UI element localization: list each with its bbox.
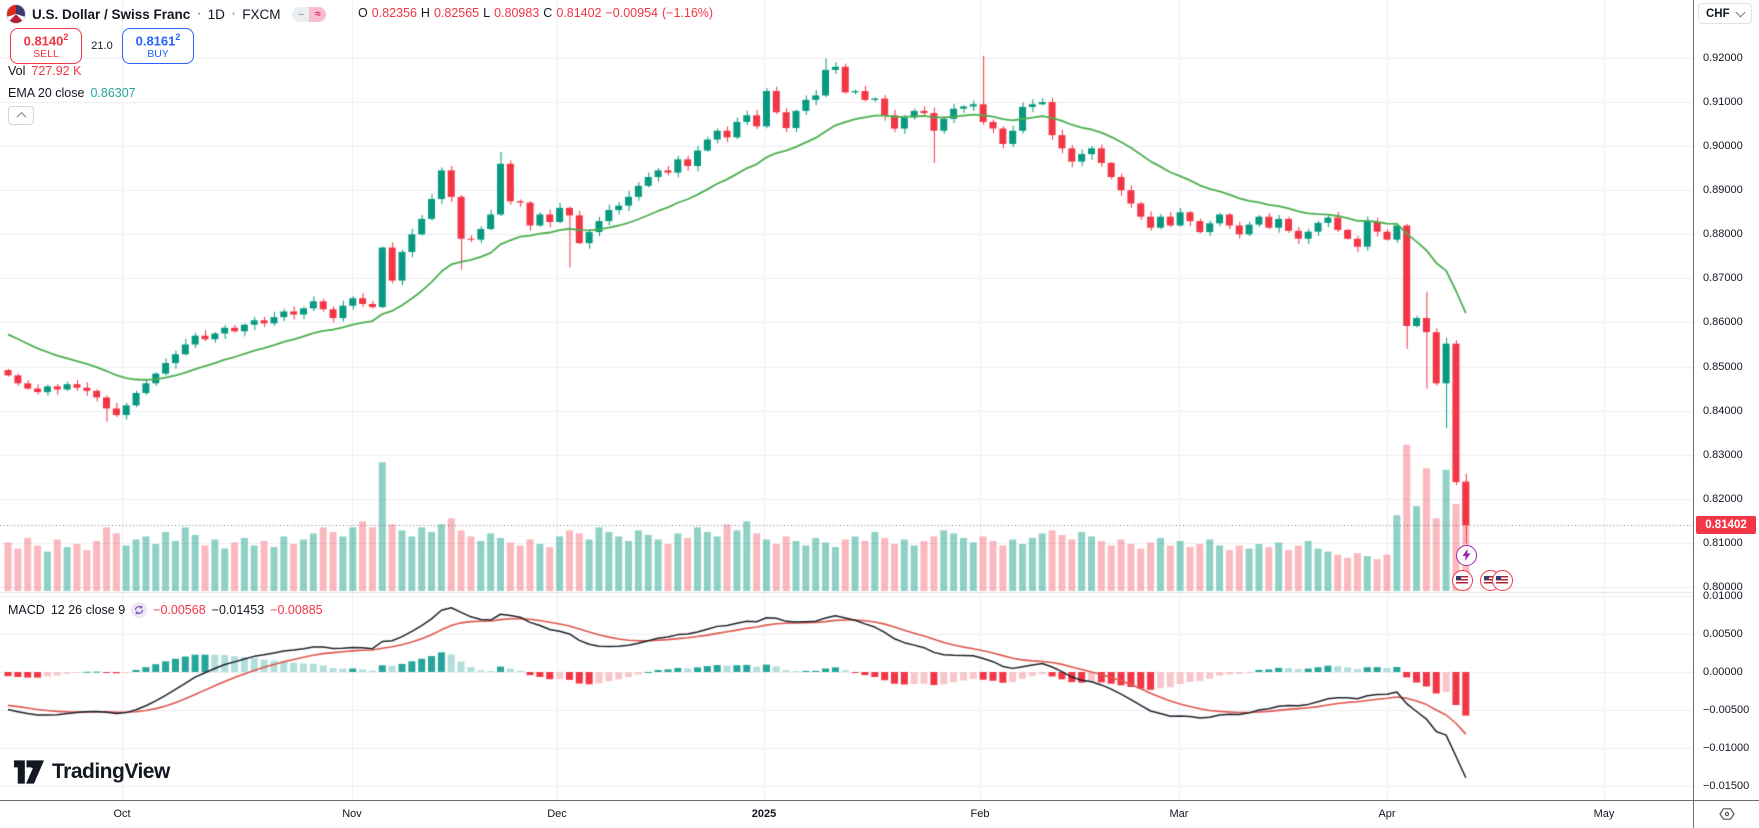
us-flag-event-icon[interactable] bbox=[1451, 569, 1473, 591]
macd-hist-value: −0.00568 bbox=[153, 603, 206, 617]
price-axis-label: 0.84000 bbox=[1703, 404, 1743, 417]
macd-axis-label: 0.00000 bbox=[1703, 666, 1743, 678]
price-axis-label: 0.85000 bbox=[1703, 360, 1743, 373]
time-axis-label: 2025 bbox=[751, 808, 777, 820]
ema-value: 0.86307 bbox=[90, 86, 136, 100]
wave-pill-icon[interactable]: ≈ bbox=[309, 6, 327, 22]
buy-price: 0.8161 bbox=[135, 33, 176, 49]
symbol-flag-icon bbox=[6, 4, 26, 24]
price-axis-label: 0.92000 bbox=[1703, 52, 1743, 64]
price-axis-label: 0.89000 bbox=[1703, 184, 1743, 197]
exchange-label[interactable]: FXCM bbox=[242, 6, 281, 22]
sell-price: 0.8140 bbox=[23, 33, 64, 49]
chevron-up-icon bbox=[16, 111, 26, 122]
macd-axis-label: 0.00500 bbox=[1703, 628, 1743, 640]
price-axis-label: 0.81000 bbox=[1703, 536, 1743, 549]
macd-axis-label: 0.01000 bbox=[1703, 590, 1743, 602]
volume-value: 727.92 K bbox=[31, 64, 82, 78]
time-axis-label: Dec bbox=[547, 808, 567, 820]
tradingview-logo-text: TradingView bbox=[52, 760, 170, 783]
price-axis[interactable]: CHF 0.81402 0.92000 0.91000 0.90000 0.89000… bbox=[1693, 0, 1759, 800]
macd-line-value: −0.01453 bbox=[211, 603, 265, 617]
time-axis-label: Nov bbox=[342, 808, 362, 820]
macd-axis-label: −0.01000 bbox=[1703, 742, 1750, 754]
time-axis-label: Mar bbox=[1169, 808, 1189, 820]
timeframe-label[interactable]: 1D bbox=[207, 6, 225, 22]
order-panel: 0.81402 SELL 21.0 0.81612 BUY bbox=[10, 28, 194, 64]
buy-label: BUY bbox=[147, 48, 169, 61]
time-axis-label: Oct bbox=[113, 808, 131, 820]
chart-canvas[interactable] bbox=[0, 0, 1693, 800]
lightning-event-icon[interactable] bbox=[1455, 544, 1477, 566]
low-label: L bbox=[483, 6, 491, 20]
price-axis-label: 0.91000 bbox=[1703, 96, 1743, 109]
price-axis-label: 0.88000 bbox=[1703, 228, 1743, 241]
tradingview-logo[interactable]: TradingView bbox=[14, 760, 170, 784]
title-separator2: · bbox=[230, 5, 237, 22]
title-separator: · bbox=[196, 5, 202, 22]
low-value: 0.80983 bbox=[494, 6, 540, 20]
price-axis-label: 0.82000 bbox=[1703, 492, 1743, 505]
price-axis-label: 0.87000 bbox=[1703, 272, 1743, 285]
ema-label[interactable]: EMA 20 close bbox=[8, 86, 85, 100]
symbol-header: U.S. Dollar / Swiss Franc · 1D · FXCM – … bbox=[6, 4, 327, 24]
price-axis-label: 0.90000 bbox=[1703, 140, 1743, 153]
axis-settings-icon bbox=[1718, 808, 1735, 820]
close-label: C bbox=[543, 6, 553, 20]
minus-pill-icon[interactable]: – bbox=[292, 6, 310, 22]
buy-button[interactable]: 0.81612 BUY bbox=[122, 28, 194, 64]
volume-label[interactable]: Vol bbox=[8, 64, 26, 78]
axis-settings-corner[interactable] bbox=[1693, 800, 1759, 828]
symbol-flag-pills: – ≈ bbox=[292, 6, 327, 22]
chevron-down-icon bbox=[1735, 7, 1746, 18]
macd-params: 12 26 close 9 bbox=[50, 603, 126, 617]
sell-label: SELL bbox=[33, 48, 59, 61]
currency-selector[interactable]: CHF bbox=[1698, 3, 1752, 24]
close-value: 0.81402 bbox=[556, 6, 602, 20]
price-axis-label: 0.83000 bbox=[1703, 448, 1743, 461]
volume-legend: Vol 727.92 K bbox=[8, 64, 81, 78]
buy-price-sup: 2 bbox=[175, 32, 181, 42]
ohlc-readout: O 0.82356 H 0.82565 L 0.80983 C 0.81402 −0.0… bbox=[358, 6, 713, 20]
sell-price-sup: 2 bbox=[63, 32, 69, 42]
change-percent: (−1.16%) bbox=[661, 6, 714, 20]
tradingview-mark-icon bbox=[14, 760, 44, 784]
collapse-legend-button[interactable] bbox=[8, 106, 34, 125]
us-flag-event-icon[interactable] bbox=[1491, 569, 1513, 591]
high-label: H bbox=[420, 6, 430, 20]
change-value: −0.00954 bbox=[605, 6, 658, 20]
time-axis-label: Apr bbox=[1378, 808, 1396, 820]
ema-legend: EMA 20 close 0.86307 bbox=[8, 86, 136, 100]
price-axis-label: 0.86000 bbox=[1703, 316, 1743, 329]
sell-button[interactable]: 0.81402 SELL bbox=[10, 28, 82, 64]
price-axis-label: 0.80000 bbox=[1703, 580, 1743, 593]
macd-label[interactable]: MACD bbox=[8, 603, 45, 617]
macd-axis-label: −0.00500 bbox=[1703, 704, 1750, 716]
time-axis-label: Feb bbox=[970, 808, 990, 820]
macd-signal-value: −0.00885 bbox=[270, 603, 323, 617]
symbol-title[interactable]: U.S. Dollar / Swiss Franc bbox=[32, 6, 191, 22]
time-axis-label: May bbox=[1593, 808, 1615, 820]
macd-legend: MACD 12 26 close 9 −0.00568 −0.01453 −0.… bbox=[8, 602, 323, 618]
last-price-tag: 0.81402 bbox=[1696, 516, 1756, 534]
open-value: 0.82356 bbox=[371, 6, 417, 20]
currency-label: CHF bbox=[1706, 7, 1730, 20]
macd-axis-label: −0.01500 bbox=[1703, 780, 1750, 792]
open-label: O bbox=[358, 6, 368, 20]
refresh-icon[interactable] bbox=[131, 602, 148, 618]
time-axis[interactable]: Oct Nov Dec 2025 Feb Mar Apr May bbox=[0, 800, 1759, 828]
spread-value: 21.0 bbox=[91, 40, 113, 52]
high-value: 0.82565 bbox=[433, 6, 480, 20]
